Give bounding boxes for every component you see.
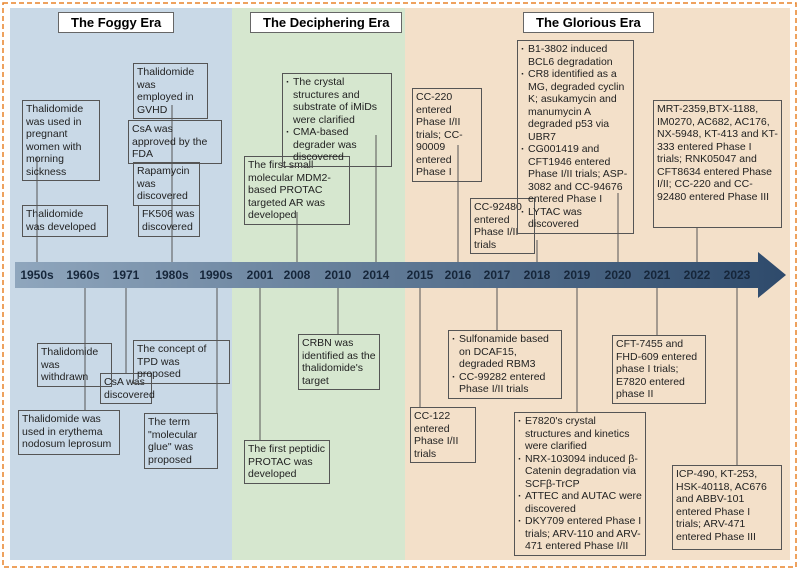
event-item: Sulfonamide based on DCAF15, degraded RB… — [452, 333, 558, 371]
event-box: The crystal structures and substrate of … — [282, 73, 392, 167]
era-title: The Glorious Era — [523, 12, 654, 33]
event-item: B1-3802 induced BCL6 degradation — [521, 43, 630, 68]
event-box: E7820's crystal structures and kinetics … — [514, 412, 646, 556]
event-box: Thalidomide was employed in GVHD — [133, 63, 208, 119]
year-label: 2021 — [643, 268, 671, 282]
event-box: CFT-7455 and FHD-609 entered phase I tri… — [612, 335, 706, 404]
year-label: 2014 — [362, 268, 390, 282]
event-box: Sulfonamide based on DCAF15, degraded RB… — [448, 330, 562, 399]
event-box: CRBN was identified as the thalidomide's… — [298, 334, 380, 390]
year-label: 2001 — [246, 268, 274, 282]
year-label: 1950s — [20, 268, 54, 282]
year-label: 2023 — [723, 268, 751, 282]
event-item: CMA-based degrader was discovered — [286, 126, 388, 164]
event-box: The term "molecular glue" was proposed — [144, 413, 218, 469]
time-arrow — [15, 252, 786, 298]
event-box: FK506 was discovered — [138, 205, 200, 237]
event-box: ICP-490, KT-253, HSK-40118, AC676 and AB… — [672, 465, 782, 550]
event-item: LYTAC was discovered — [521, 206, 630, 231]
event-item: NRX-103094 induced β-Catenin degradation… — [518, 453, 642, 491]
event-box: Thalidomide was withdrawn — [37, 343, 112, 387]
era-title: The Foggy Era — [58, 12, 175, 33]
event-item: CR8 identified as a MG, degraded cyclin … — [521, 68, 630, 143]
year-label: 1990s — [199, 268, 233, 282]
event-box: The concept of TPD was proposed — [133, 340, 230, 384]
year-label: 2017 — [483, 268, 511, 282]
year-label: 1980s — [155, 268, 189, 282]
event-box: Thalidomide was used in erythema nodosum… — [18, 410, 120, 455]
event-item: DKY709 entered Phase I trials; ARV-110 a… — [518, 515, 642, 553]
event-item: The crystal structures and substrate of … — [286, 76, 388, 126]
year-label: 2015 — [406, 268, 434, 282]
year-label: 2022 — [683, 268, 711, 282]
year-label: 2018 — [523, 268, 551, 282]
year-label: 1960s — [66, 268, 100, 282]
year-label: 2019 — [563, 268, 591, 282]
year-label: 2020 — [604, 268, 632, 282]
year-label: 1971 — [112, 268, 140, 282]
event-box: B1-3802 induced BCL6 degradationCR8 iden… — [517, 40, 634, 234]
event-item: E7820's crystal structures and kinetics … — [518, 415, 642, 453]
event-box: CsA was discovered — [100, 373, 155, 404]
event-box: CC-220 entered Phase I/II trials; CC-900… — [412, 88, 482, 182]
year-label: 2016 — [444, 268, 472, 282]
event-item: CG001419 and CFT1946 entered Phase I/II … — [521, 143, 630, 206]
event-box: Thalidomide was developed — [22, 205, 108, 237]
event-item: CC-99282 entered Phase I/II trials — [452, 371, 558, 396]
event-item: ATTEC and AUTAC were discovered — [518, 490, 642, 515]
event-box: MRT-2359,BTX-1188, IM0270, AC682, AC176,… — [653, 100, 782, 228]
year-label: 2008 — [283, 268, 311, 282]
event-box: The first peptidic PROTAC was developed — [244, 440, 330, 484]
event-box: The first small molecular MDM2-based PRO… — [244, 156, 350, 225]
event-box: CC-92480 entered Phase I/II trials — [470, 198, 535, 254]
year-label: 2010 — [324, 268, 352, 282]
event-box: CsA was approved by the FDA — [128, 120, 222, 164]
event-box: Thalidomide was used in pregnant women w… — [22, 100, 100, 181]
event-box: CC-122 entered Phase I/II trials — [410, 407, 476, 463]
era-title: The Deciphering Era — [250, 12, 403, 33]
event-box: Rapamycin was discovered — [133, 162, 200, 206]
